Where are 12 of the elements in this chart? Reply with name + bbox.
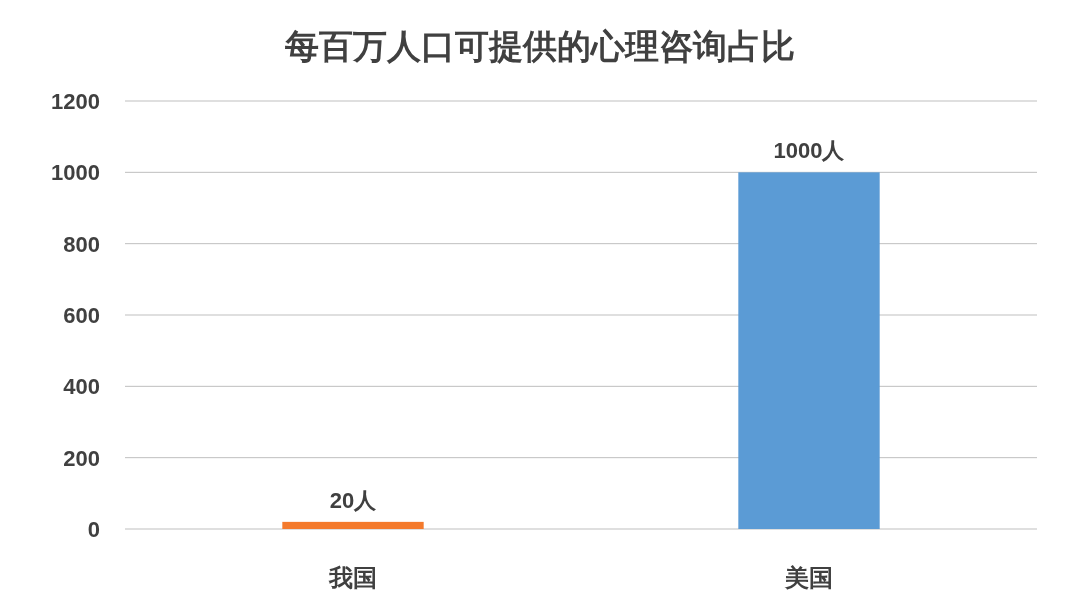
- y-tick-label: 1000: [51, 160, 100, 186]
- y-tick-label: 200: [63, 445, 100, 471]
- data-label: 1000人: [773, 138, 846, 164]
- y-tick-label: 600: [63, 303, 100, 328]
- y-tick-label: 1200: [51, 89, 100, 114]
- y-tick-label: 0: [87, 517, 100, 542]
- x-tick-label: 我国: [328, 564, 377, 591]
- y-tick-label: 800: [63, 231, 100, 257]
- chart-title: 每百万人口可提供的心理咨询占比: [284, 27, 795, 65]
- data-label: 20人: [329, 487, 378, 513]
- x-tick-label: 美国: [784, 564, 833, 591]
- y-tick-label: 400: [63, 374, 100, 400]
